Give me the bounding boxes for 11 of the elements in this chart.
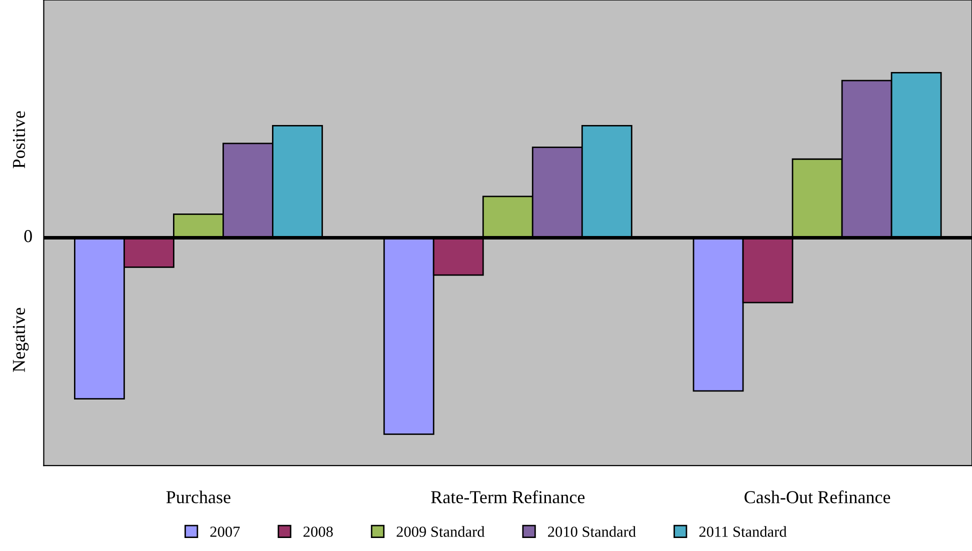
text: Negative (12, 308, 29, 372)
legend-label: 2008 (304, 526, 333, 537)
x-tick-label: Rate-Term Refinance (431, 490, 585, 504)
text: Positive (12, 111, 26, 168)
x-tick-label: Purchase (166, 490, 230, 504)
x-tick-label: Cash-Out Refinance (744, 490, 890, 504)
legend-label: 2009 Standard (396, 526, 485, 537)
legend-label: 2011 Standard (699, 526, 787, 537)
ref-line-label: 0 (24, 230, 32, 242)
legend-label: 2010 Standard (548, 526, 636, 537)
legend-label: 2007 (210, 526, 240, 537)
